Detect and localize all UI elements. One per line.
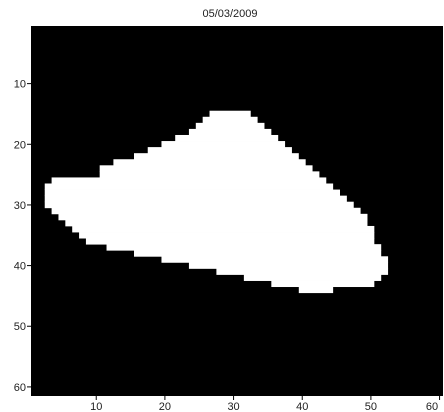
mask-cell-run (44, 189, 340, 197)
mask-cell-run (51, 177, 327, 184)
mask-cell-run (79, 232, 375, 239)
x-tick-label: 50 (365, 401, 377, 412)
mask-cell-run (106, 244, 382, 251)
y-axis: 10 20 30 40 50 60 (14, 79, 31, 394)
mask-cell-run (44, 195, 347, 203)
mask-cell-run (202, 116, 258, 124)
mask-cell-run (58, 213, 368, 221)
mask-cell-run (134, 153, 299, 160)
chart-title: 05/03/2009 (202, 8, 257, 20)
mask-cell-run (161, 256, 389, 263)
mask-cell-run (72, 225, 375, 233)
mask-layer (44, 110, 389, 294)
y-tick-label: 60 (14, 382, 26, 394)
mask-cell-run (209, 110, 251, 118)
mask-cell-run (44, 201, 354, 209)
x-tick-label: 40 (296, 401, 308, 412)
mask-cell-run (243, 274, 382, 281)
y-tick-label: 20 (14, 139, 26, 151)
mask-cell-run (99, 171, 320, 178)
y-tick-label: 50 (14, 321, 26, 333)
x-tick-label: 10 (90, 401, 102, 412)
mask-cell-run (85, 238, 375, 245)
mask-cell-run (188, 262, 389, 269)
mask-cell-run (188, 128, 272, 136)
x-axis: 10 20 30 40 50 60 (90, 396, 441, 412)
y-tick-label: 10 (14, 79, 26, 91)
mask-cell-run (195, 122, 265, 130)
mask-cell-run (216, 268, 389, 275)
x-tick-label: 30 (227, 401, 239, 412)
mask-cell-run (44, 183, 334, 190)
y-tick-label: 30 (14, 200, 26, 212)
mask-cell-run (51, 207, 361, 215)
mask-cell-run (134, 250, 382, 257)
mask-cell-run (271, 280, 375, 288)
mask-cell-run (65, 219, 368, 227)
mask-cell-run (175, 134, 279, 142)
x-tick-label: 20 (159, 401, 171, 412)
mask-cell-run (113, 159, 306, 166)
mask-cell-run (147, 147, 292, 154)
x-tick-label: 60 (426, 401, 438, 412)
y-tick-label: 40 (14, 261, 26, 273)
mask-cell-run (298, 286, 334, 294)
mask-cell-run (161, 141, 286, 148)
mask-cell-run (99, 165, 313, 172)
